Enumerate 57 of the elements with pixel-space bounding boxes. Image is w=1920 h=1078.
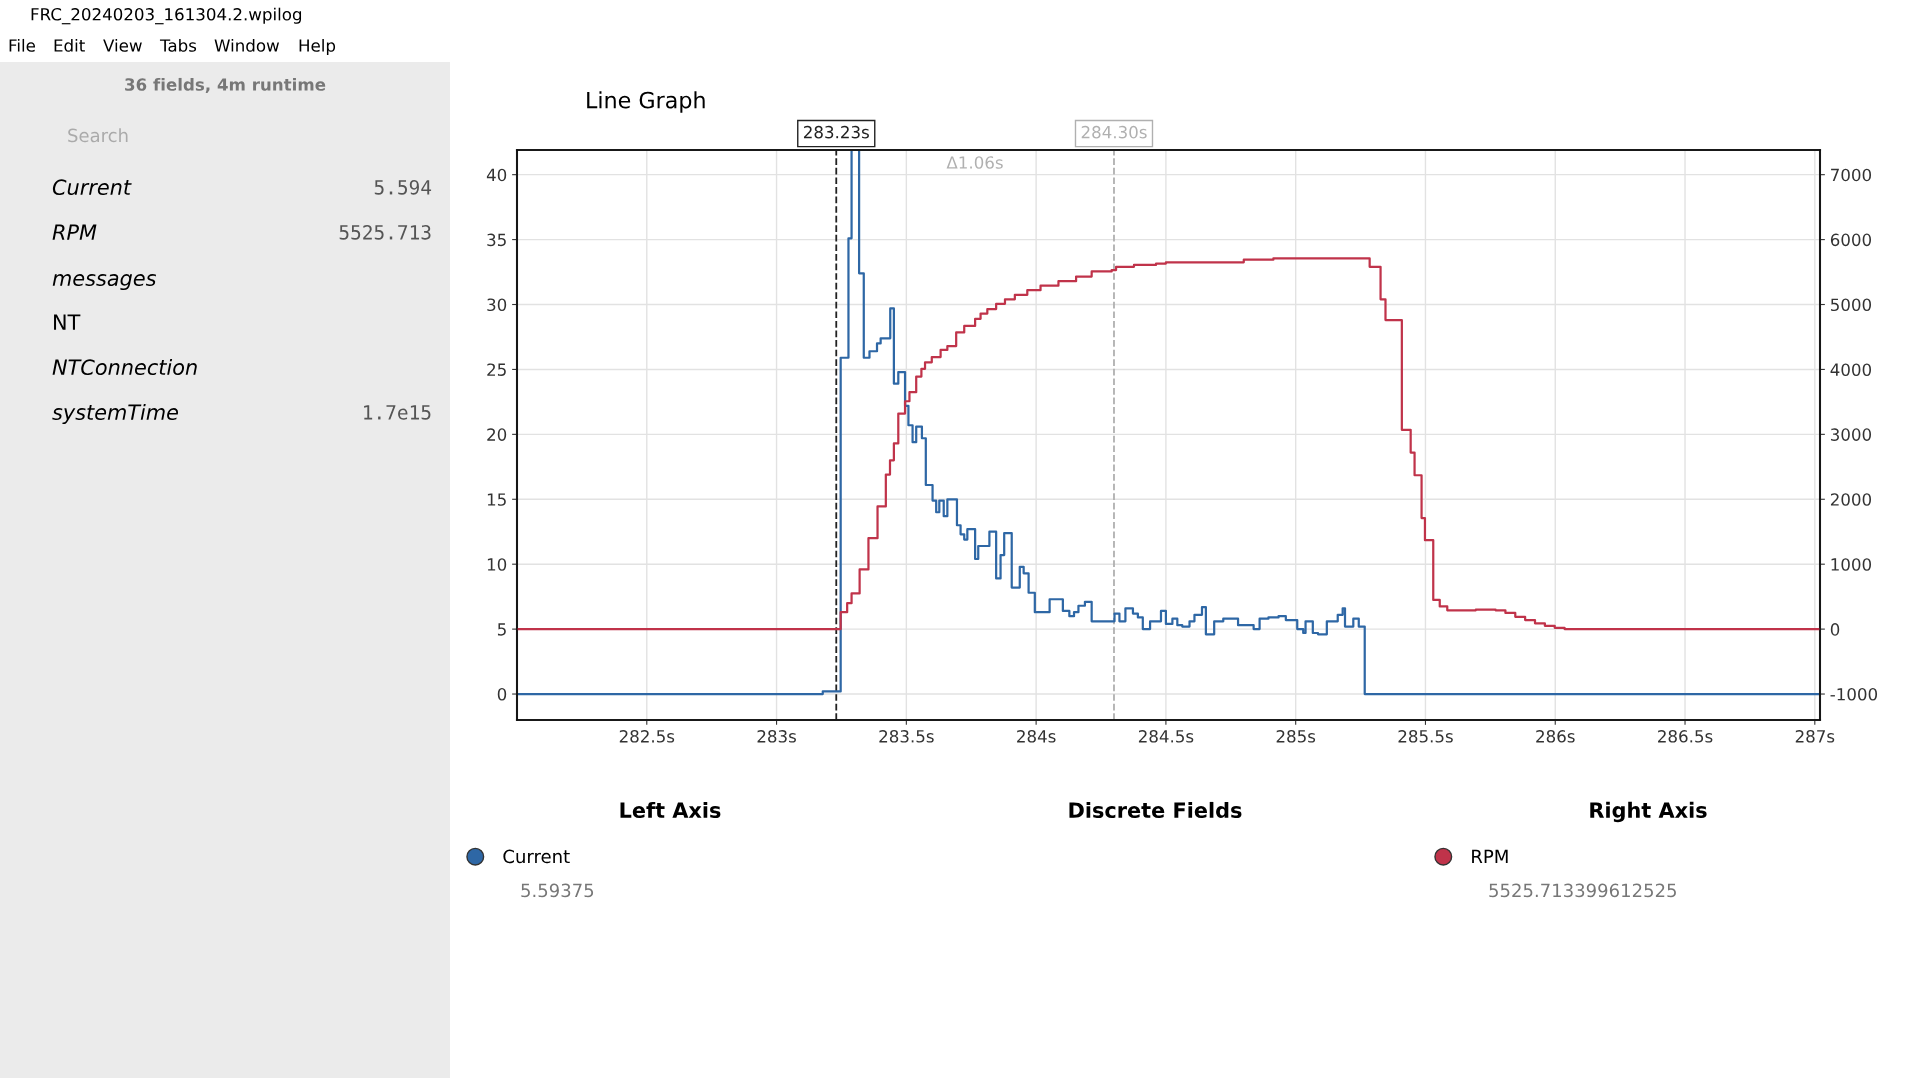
text: 5.59375 [521, 883, 594, 898]
x-tick-label: 286.5s [1658, 730, 1713, 743]
y-tick-label: 0 [497, 687, 507, 701]
text: Tabs [159, 38, 197, 52]
text: systemTime [52, 403, 179, 425]
x-tick-label: 283.5s [879, 730, 934, 743]
ref-line-label: 284.30s [1081, 125, 1147, 139]
y2-tick-label: 6000 [1830, 233, 1872, 247]
x-tick-label: 286s [1536, 730, 1575, 743]
text: NTConnection [52, 358, 197, 376]
x-tick-label: 287s [1795, 730, 1835, 743]
y-tick-label: 20 [487, 428, 507, 441]
y2-tick-label: 4000 [1830, 363, 1872, 376]
x-tick-label: 284s [1017, 730, 1056, 743]
text: Right Axis [1590, 801, 1707, 823]
y-tick-label: 40 [486, 168, 507, 182]
y2-tick-label: 3000 [1830, 428, 1872, 441]
y2-tick-label: 5000 [1831, 298, 1872, 312]
y2-tick-label: 7000 [1831, 168, 1872, 182]
y2-tick-label: 0 [1830, 623, 1840, 636]
ref-line-label: 283.23s [803, 125, 869, 139]
text: Left Axis [620, 801, 721, 819]
y-tick-label: 10 [487, 558, 507, 571]
text: File [9, 38, 36, 52]
text: View [103, 38, 142, 52]
x-tick-label: 282.5s [619, 730, 675, 743]
text: Help [299, 38, 336, 56]
y-tick-label: 25 [487, 363, 506, 376]
text: RPM [52, 224, 97, 240]
text: Discrete Fields [1069, 801, 1242, 819]
text: 36 fields, 4m runtime [125, 77, 326, 93]
y-tick-label: 30 [487, 298, 507, 312]
y2-tick-label: 1000 [1831, 558, 1872, 571]
text: Current [52, 179, 132, 196]
x-tick-label: 283s [757, 730, 796, 743]
text: 5.594 [374, 179, 432, 195]
annotation: Δ1.06s [946, 156, 1003, 169]
legend-label: RPM [1472, 849, 1508, 863]
legend-label: Current [503, 849, 570, 864]
text: Window [214, 38, 280, 52]
text: Edit [54, 38, 85, 52]
text: 5525.713 [339, 224, 431, 240]
text: messages [52, 274, 157, 291]
y2-tick-label: -1000 [1830, 687, 1878, 701]
x-tick-label: 285.5s [1398, 730, 1453, 743]
x-tick-label: 284.5s [1138, 730, 1194, 743]
text: FRC_20240203_161304.2.wpilog [31, 7, 302, 25]
x-tick-label: 285s [1276, 730, 1316, 743]
text: Search [68, 128, 128, 143]
y2-tick-label: 2000 [1830, 493, 1872, 506]
y-tick-label: 5 [497, 623, 506, 636]
y-tick-label: 15 [487, 493, 506, 506]
text: NT [54, 314, 81, 330]
text: 1.7e15 [364, 405, 431, 420]
text: Line Graph [587, 91, 705, 113]
y-tick-label: 35 [487, 233, 506, 247]
text: 5525.713399612525 [1489, 883, 1676, 898]
